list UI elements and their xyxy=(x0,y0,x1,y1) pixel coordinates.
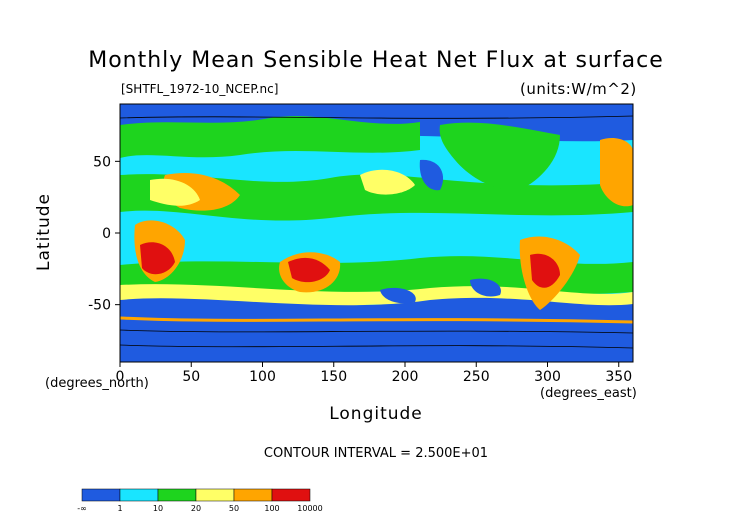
colorbar-swatch xyxy=(271,488,311,502)
x-tick-label: 0 xyxy=(116,369,125,385)
x-tick-label: 150 xyxy=(320,369,347,385)
chart-subtitle-units: (units:W/m^2) xyxy=(520,80,637,98)
x-tick-label: 350 xyxy=(605,369,632,385)
y-tick-label: 50 xyxy=(93,154,111,170)
colorbar: -∞ 1 10 20 50 100 10000 xyxy=(77,488,323,513)
x-tick-label: 50 xyxy=(182,369,200,385)
colorbar-label: 50 xyxy=(229,504,239,513)
y-axis-units: (degrees_north) xyxy=(45,376,149,391)
contour-interval-note: CONTOUR INTERVAL = 2.500E+01 xyxy=(263,446,489,461)
colorbar-swatch xyxy=(81,488,121,502)
x-tick-label: 100 xyxy=(249,369,276,385)
colorbar-label: 100 xyxy=(264,504,279,513)
x-tick-label: 250 xyxy=(463,369,490,385)
y-tick-label: -50 xyxy=(88,298,111,314)
colorbar-label: 10000 xyxy=(297,504,322,513)
chart-title: Monthly Mean Sensible Heat Net Flux at s… xyxy=(88,48,664,73)
colorbar-label: 10 xyxy=(153,504,163,513)
y-tick-label: 0 xyxy=(102,226,111,242)
colorbar-swatch xyxy=(157,488,197,502)
colorbar-label: 20 xyxy=(191,504,201,513)
x-tick-label: 200 xyxy=(392,369,419,385)
colorbar-label: 1 xyxy=(117,504,122,513)
x-axis-units: (degrees_east) xyxy=(540,386,637,401)
colorbar-label: -∞ xyxy=(77,504,87,513)
colorbar-swatch xyxy=(195,488,235,502)
colorbar-swatch xyxy=(119,488,159,502)
colorbar-swatch xyxy=(233,488,273,502)
x-axis-label: Longitude xyxy=(329,404,423,424)
flux-map xyxy=(120,104,633,362)
chart-subtitle-file: [SHTFL_1972-10_NCEP.nc] xyxy=(121,82,279,96)
x-tick-label: 300 xyxy=(534,369,561,385)
